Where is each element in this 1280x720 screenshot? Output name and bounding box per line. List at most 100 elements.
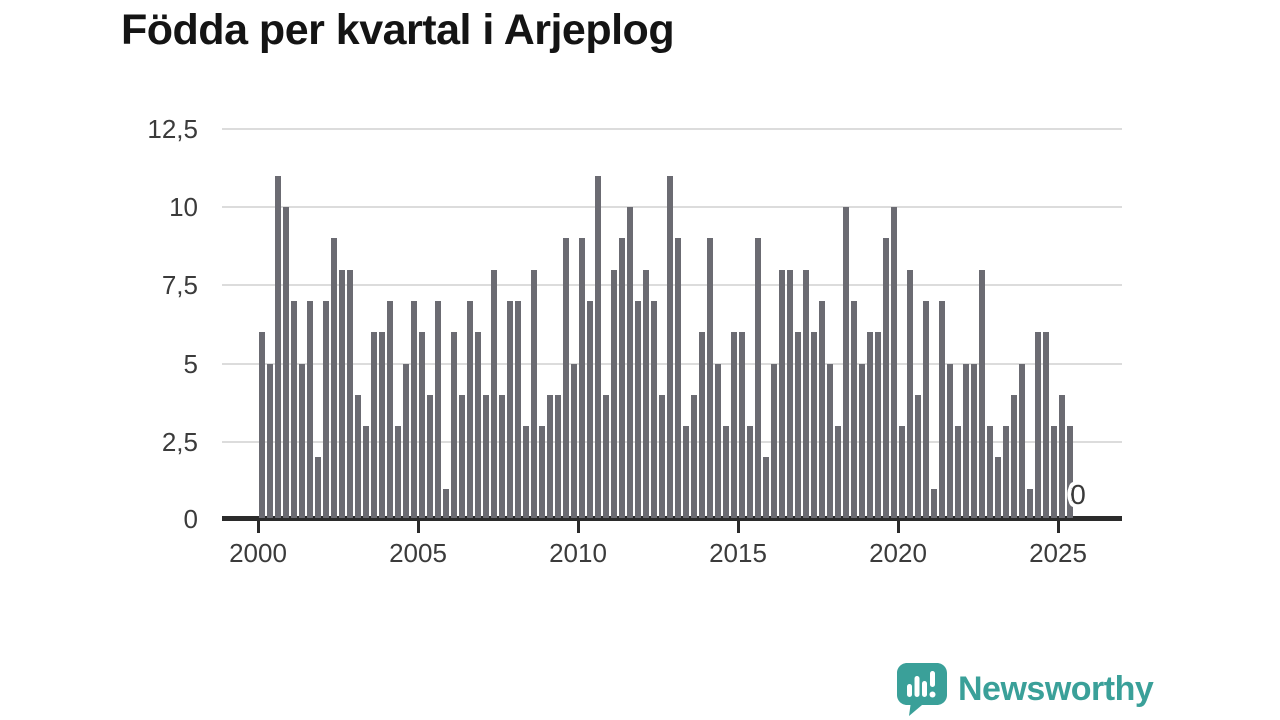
bar-2007-q1 — [483, 395, 489, 518]
bar-2011-q4 — [635, 301, 641, 518]
bar-2004-q3 — [403, 364, 409, 518]
bar-2015-q4 — [763, 457, 769, 518]
chart-title: Födda per kvartal i Arjeplog — [121, 6, 675, 54]
x-axis-line — [222, 516, 1122, 521]
newsworthy-logo: Newsworthy — [897, 662, 1154, 716]
bar-2022-q1 — [963, 364, 969, 518]
bar-2020-q2 — [907, 270, 913, 518]
bar-2023-q4 — [1019, 364, 1025, 518]
bar-2006-q4 — [475, 332, 481, 518]
bar-2003-q2 — [363, 426, 369, 518]
bar-2010-q3 — [595, 176, 601, 518]
bar-2015-q2 — [747, 426, 753, 518]
bar-2006-q1 — [451, 332, 457, 518]
bar-2018-q2 — [843, 207, 849, 518]
bar-2017-q1 — [803, 270, 809, 518]
y-axis-label-5: 5 — [183, 349, 198, 379]
bar-2000-q3 — [275, 176, 281, 518]
x-tick-2005 — [417, 521, 420, 533]
bar-2002-q1 — [323, 301, 329, 518]
bar-2024-q1 — [1027, 489, 1033, 518]
bar-2020-q4 — [923, 301, 929, 518]
bar-2012-q2 — [651, 301, 657, 518]
bar-2012-q3 — [659, 395, 665, 518]
bar-2016-q2 — [779, 270, 785, 518]
bar-2014-q3 — [723, 426, 729, 518]
x-axis-label-2010: 2010 — [549, 538, 607, 568]
newsworthy-speech-bubble-bar-chart-icon — [897, 662, 947, 716]
bar-2010-q1 — [579, 238, 585, 518]
bar-2021-q2 — [939, 301, 945, 518]
bar-2015-q1 — [739, 332, 745, 518]
x-tick-2020 — [897, 521, 900, 533]
bar-2006-q2 — [459, 395, 465, 518]
x-axis-label-2020: 2020 — [869, 538, 927, 568]
bar-2019-q2 — [875, 332, 881, 518]
x-axis-label-2015: 2015 — [709, 538, 767, 568]
bar-2018-q4 — [859, 364, 865, 518]
bar-2014-q4 — [731, 332, 737, 518]
bar-2023-q1 — [995, 457, 1001, 518]
bar-2005-q4 — [443, 489, 449, 518]
bar-2003-q4 — [379, 332, 385, 518]
bar-2019-q3 — [883, 238, 889, 518]
bar-2012-q1 — [643, 270, 649, 518]
bar-2008-q2 — [523, 426, 529, 518]
bar-2010-q4 — [603, 395, 609, 518]
bar-2015-q3 — [755, 238, 761, 518]
bar-2008-q3 — [531, 270, 537, 518]
bar-2017-q3 — [819, 301, 825, 518]
bar-2007-q2 — [491, 270, 497, 518]
y-axis-label-12_5: 12,5 — [147, 114, 198, 144]
x-axis-label-2005: 2005 — [389, 538, 447, 568]
y-axis-label-2_5: 2,5 — [161, 427, 198, 457]
bar-2012-q4 — [667, 176, 673, 518]
bar-2000-q4 — [283, 207, 289, 518]
bar-2006-q3 — [467, 301, 473, 518]
bar-2020-q1 — [899, 426, 905, 518]
bar-2013-q2 — [683, 426, 689, 518]
bar-2010-q2 — [587, 301, 593, 518]
bar-2017-q2 — [811, 332, 817, 518]
bar-2013-q4 — [699, 332, 705, 518]
bar-2003-q3 — [371, 332, 377, 518]
bar-2003-q1 — [355, 395, 361, 518]
bar-2000-q1 — [259, 332, 265, 518]
bar-2001-q2 — [299, 364, 305, 518]
bar-2011-q2 — [619, 238, 625, 518]
x-tick-2010 — [577, 521, 580, 533]
bar-2021-q4 — [955, 426, 961, 518]
last-value-zero-label: 0 — [1070, 479, 1086, 510]
bar-2013-q1 — [675, 238, 681, 518]
bar-2008-q1 — [515, 301, 521, 518]
bar-2025-q1 — [1059, 395, 1065, 518]
bar-2009-q2 — [555, 395, 561, 518]
x-tick-2025 — [1057, 521, 1060, 533]
x-tick-2015 — [737, 521, 740, 533]
bar-2005-q3 — [435, 301, 441, 518]
newsworthy-wordmark: Newsworthy — [958, 670, 1154, 708]
bar-2019-q4 — [891, 207, 897, 518]
bar-2022-q2 — [971, 364, 977, 518]
bar-2024-q2 — [1035, 332, 1041, 518]
bar-2009-q4 — [571, 364, 577, 518]
bar-2005-q1 — [419, 332, 425, 518]
bar-2014-q1 — [707, 238, 713, 518]
x-axis-label-2025: 2025 — [1029, 538, 1087, 568]
bar-2018-q1 — [835, 426, 841, 518]
bar-2022-q3 — [979, 270, 985, 518]
bar-2019-q1 — [867, 332, 873, 518]
bar-2021-q1 — [931, 489, 937, 518]
y-axis-label-10: 10 — [169, 192, 198, 222]
bar-2018-q3 — [851, 301, 857, 518]
bar-2001-q4 — [315, 457, 321, 518]
bar-2013-q3 — [691, 395, 697, 518]
bar-2016-q1 — [771, 364, 777, 518]
bar-2002-q3 — [339, 270, 345, 518]
bar-2023-q3 — [1011, 395, 1017, 518]
bar-2014-q2 — [715, 364, 721, 518]
x-axis-label-2000: 2000 — [229, 538, 287, 568]
bar-2008-q4 — [539, 426, 545, 518]
